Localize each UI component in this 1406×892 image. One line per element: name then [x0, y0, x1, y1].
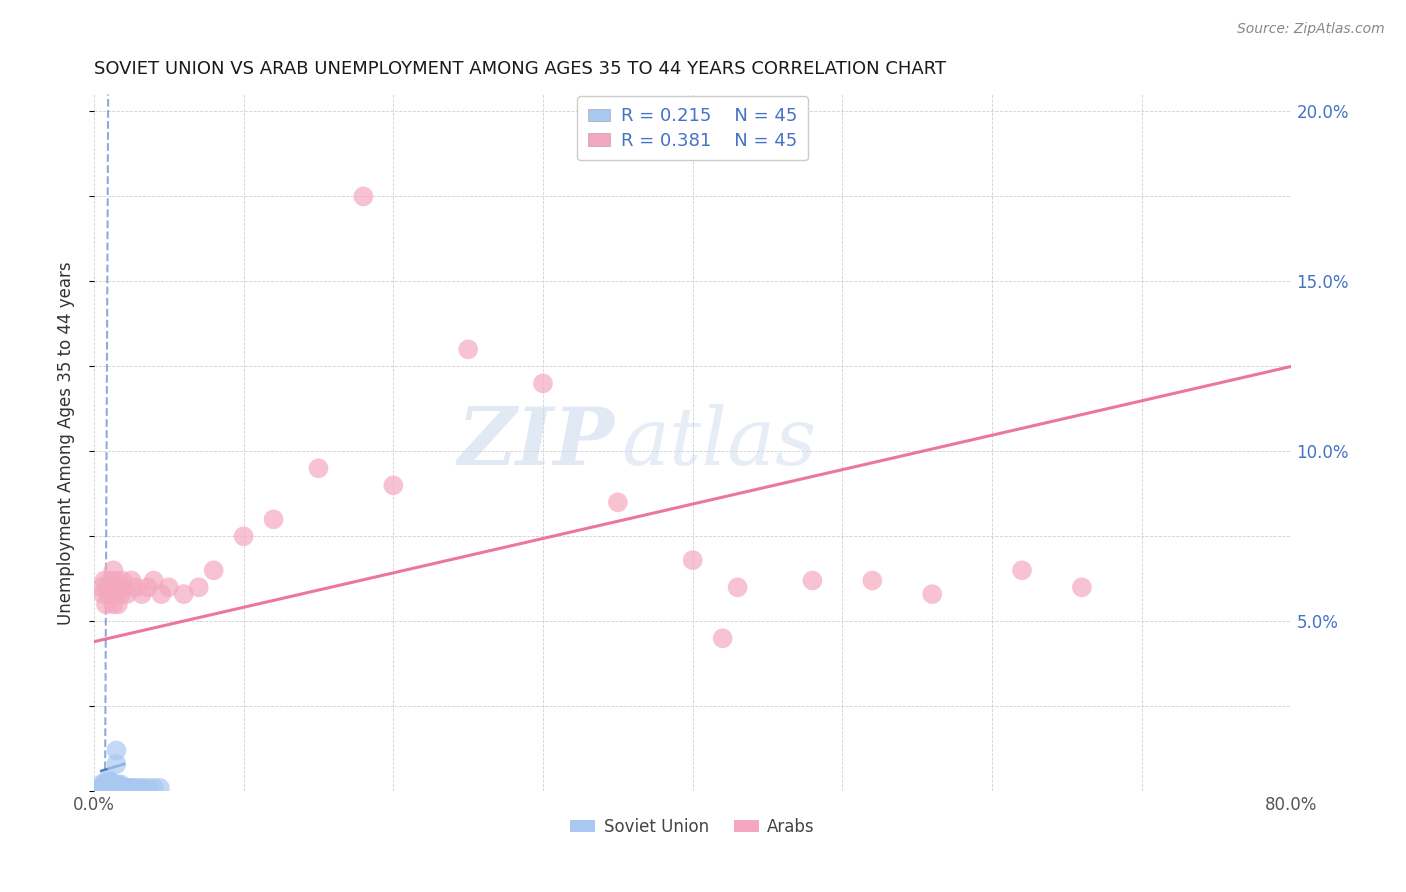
Point: [107, 780, 129, 795]
Point: [120, 574, 142, 588]
Point: [94, 597, 117, 611]
Point: [105, 574, 128, 588]
Point: [202, 563, 225, 577]
Point: [120, 780, 142, 795]
Point: [104, 780, 127, 795]
Point: [104, 777, 127, 791]
Point: [711, 632, 734, 646]
Point: [90, 780, 112, 795]
Point: [94, 774, 117, 789]
Point: [107, 777, 129, 791]
Point: [94, 777, 117, 791]
Point: [96, 780, 118, 795]
Point: [100, 780, 122, 795]
Point: [149, 780, 172, 795]
Point: [91, 784, 114, 798]
Point: [108, 780, 131, 795]
Point: [112, 780, 135, 795]
Point: [110, 587, 132, 601]
Point: [921, 587, 943, 601]
Point: [90, 777, 112, 791]
Point: [352, 189, 374, 203]
Point: [105, 580, 128, 594]
Point: [101, 580, 124, 594]
Point: [157, 580, 180, 594]
Text: SOVIET UNION VS ARAB UNEMPLOYMENT AMONG AGES 35 TO 44 YEARS CORRELATION CHART: SOVIET UNION VS ARAB UNEMPLOYMENT AMONG …: [94, 60, 946, 78]
Point: [308, 461, 330, 475]
Point: [606, 495, 628, 509]
Text: atlas: atlas: [621, 404, 817, 482]
Point: [382, 478, 405, 492]
Point: [263, 512, 285, 526]
Point: [1070, 580, 1092, 594]
Point: [110, 780, 132, 795]
Point: [97, 587, 120, 601]
Point: [97, 780, 120, 795]
Point: [111, 574, 134, 588]
Point: [187, 580, 209, 594]
Point: [860, 574, 883, 588]
Point: [531, 376, 554, 391]
Point: [105, 757, 128, 772]
Legend: Soviet Union, Arabs: Soviet Union, Arabs: [564, 811, 821, 842]
Point: [103, 777, 125, 791]
Point: [132, 780, 155, 795]
Text: ZIP: ZIP: [458, 404, 614, 482]
Point: [91, 780, 114, 795]
Point: [125, 580, 148, 594]
Point: [100, 777, 122, 791]
Point: [103, 563, 125, 577]
Point: [117, 780, 139, 795]
Point: [142, 780, 165, 795]
Point: [682, 553, 704, 567]
Point: [124, 780, 146, 795]
Point: [93, 784, 115, 798]
Point: [150, 587, 173, 601]
Point: [94, 780, 117, 795]
Point: [97, 774, 120, 789]
Point: [101, 777, 124, 791]
Point: [115, 780, 138, 795]
Point: [96, 777, 118, 791]
Point: [96, 580, 118, 594]
Point: [97, 777, 120, 791]
Point: [110, 777, 132, 791]
Point: [457, 343, 479, 357]
Point: [131, 587, 153, 601]
Point: [103, 780, 125, 795]
Point: [93, 574, 115, 588]
Point: [105, 743, 128, 757]
Point: [111, 780, 134, 795]
Text: Source: ZipAtlas.com: Source: ZipAtlas.com: [1237, 22, 1385, 37]
Point: [108, 580, 131, 594]
Point: [101, 780, 124, 795]
Point: [93, 777, 115, 791]
Point: [727, 580, 749, 594]
Point: [93, 780, 115, 795]
Point: [96, 784, 118, 798]
Point: [100, 574, 122, 588]
Point: [104, 587, 127, 601]
Point: [91, 587, 114, 601]
Point: [136, 780, 159, 795]
Point: [89, 784, 111, 798]
Point: [136, 580, 159, 594]
Point: [142, 574, 165, 588]
Point: [173, 587, 195, 601]
Point: [103, 597, 125, 611]
Point: [1011, 563, 1033, 577]
Point: [801, 574, 824, 588]
Point: [114, 780, 136, 795]
Point: [115, 587, 138, 601]
Point: [107, 597, 129, 611]
Point: [90, 580, 112, 594]
Point: [112, 580, 135, 594]
Point: [232, 529, 254, 543]
Point: [100, 774, 122, 789]
Y-axis label: Unemployment Among Ages 35 to 44 years: Unemployment Among Ages 35 to 44 years: [58, 261, 75, 624]
Point: [128, 780, 150, 795]
